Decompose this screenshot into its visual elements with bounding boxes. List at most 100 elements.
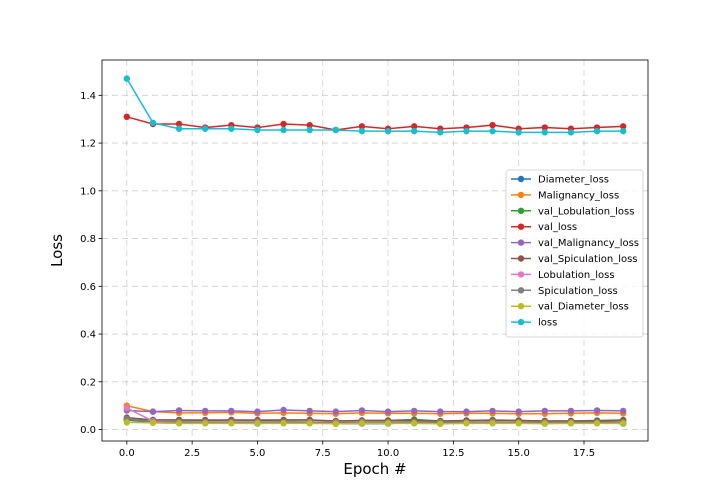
data-point bbox=[123, 404, 131, 412]
data-point bbox=[410, 407, 418, 415]
x-tick-label: 7.5 bbox=[315, 448, 331, 459]
legend-label: val_Spiculation_loss bbox=[538, 254, 638, 265]
y-tick-label: 0.0 bbox=[80, 425, 96, 436]
y-axis-ticks: 0.0 0.2 0.4 0.6 0.8 1.0 1.2 1.4 bbox=[80, 91, 102, 436]
data-point bbox=[567, 420, 575, 427]
series-line bbox=[126, 404, 624, 415]
data-point bbox=[254, 408, 261, 415]
y-tick-label: 0.6 bbox=[80, 282, 96, 293]
data-point bbox=[463, 127, 470, 135]
data-point bbox=[175, 407, 183, 414]
legend-label: loss bbox=[538, 318, 557, 329]
data-point bbox=[437, 420, 444, 428]
data-point bbox=[175, 125, 183, 132]
y-axis-label: Loss bbox=[48, 234, 66, 267]
series-val_Diameter_loss bbox=[123, 419, 627, 428]
data-point bbox=[410, 123, 418, 130]
x-tick-label: 2.5 bbox=[184, 448, 200, 459]
y-tick-label: 1.4 bbox=[80, 91, 96, 102]
data-point bbox=[280, 420, 287, 427]
data-point bbox=[201, 420, 209, 427]
series-loss bbox=[123, 75, 627, 136]
legend-label: val_Malignancy_loss bbox=[538, 238, 639, 249]
legend-entry: val_Malignancy_loss bbox=[511, 238, 639, 249]
x-axis-label: Epoch # bbox=[343, 460, 406, 478]
data-point bbox=[567, 407, 575, 415]
data-point bbox=[463, 420, 470, 427]
legend-entry: val_loss bbox=[511, 222, 577, 233]
data-point bbox=[410, 420, 418, 427]
series-line bbox=[126, 421, 624, 425]
data-point bbox=[175, 120, 183, 128]
plot-series bbox=[123, 75, 627, 428]
data-point bbox=[541, 420, 549, 427]
series-line bbox=[126, 116, 624, 131]
plot-frame bbox=[101, 59, 649, 442]
data-point bbox=[280, 120, 287, 128]
legend-entry: val_Spiculation_loss bbox=[511, 254, 638, 265]
data-point bbox=[489, 121, 496, 129]
data-point bbox=[332, 126, 340, 134]
data-point bbox=[280, 406, 287, 414]
data-point bbox=[489, 127, 496, 135]
x-tick-label: 0.0 bbox=[119, 448, 135, 459]
series-line bbox=[126, 418, 624, 424]
data-point bbox=[280, 126, 287, 134]
data-point bbox=[593, 127, 601, 135]
data-point bbox=[228, 125, 235, 132]
y-tick-label: 1.2 bbox=[80, 139, 96, 150]
x-tick-label: 12.5 bbox=[442, 448, 464, 459]
x-tick-label: 15.0 bbox=[508, 448, 530, 459]
legend-entry: val_Diameter_loss bbox=[511, 302, 629, 313]
data-point bbox=[175, 420, 183, 427]
data-point bbox=[515, 129, 522, 136]
y-tick-label: 1.0 bbox=[80, 186, 96, 197]
legend-entry: Lobulation_loss bbox=[511, 270, 615, 281]
series-line bbox=[126, 409, 624, 413]
legend-label: Spiculation_loss bbox=[538, 286, 618, 297]
data-point bbox=[123, 419, 131, 426]
data-point bbox=[358, 420, 366, 427]
data-point bbox=[463, 408, 470, 415]
legend-marker bbox=[517, 318, 525, 326]
legend-marker bbox=[517, 271, 525, 278]
legend-entry: Spiculation_loss bbox=[511, 286, 618, 297]
legend-marker bbox=[517, 239, 525, 246]
x-tick-label: 17.5 bbox=[573, 448, 595, 459]
legend-entry: loss bbox=[511, 318, 557, 329]
data-point bbox=[228, 420, 235, 427]
data-point bbox=[619, 407, 627, 415]
y-tick-label: 0.4 bbox=[80, 330, 96, 341]
data-point bbox=[489, 407, 496, 415]
data-point bbox=[201, 125, 209, 132]
data-point bbox=[515, 408, 522, 415]
data-point bbox=[306, 420, 313, 427]
data-point bbox=[384, 420, 392, 427]
data-point bbox=[332, 420, 340, 428]
data-point bbox=[332, 408, 340, 415]
series-line bbox=[126, 78, 624, 134]
y-tick-label: 0.2 bbox=[80, 377, 96, 388]
y-tick-label: 0.8 bbox=[80, 234, 96, 245]
legend-label: val_Lobulation_loss bbox=[538, 206, 634, 217]
data-point bbox=[149, 119, 157, 126]
legend-label: Diameter_loss bbox=[538, 175, 609, 186]
legend: Diameter_loss Malignancy_loss val_Lobulati… bbox=[505, 169, 644, 338]
data-point bbox=[619, 123, 627, 130]
data-point bbox=[489, 420, 496, 427]
data-point bbox=[228, 407, 235, 415]
data-point bbox=[358, 127, 366, 135]
data-point bbox=[254, 420, 261, 427]
data-point bbox=[567, 129, 575, 136]
data-point bbox=[358, 123, 366, 130]
legend-label: Lobulation_loss bbox=[538, 270, 615, 281]
data-point bbox=[541, 407, 549, 415]
legend-entry: Malignancy_loss bbox=[511, 190, 619, 201]
series-line bbox=[126, 416, 624, 422]
legend-marker bbox=[517, 175, 525, 183]
data-point bbox=[515, 420, 522, 427]
data-point bbox=[593, 407, 601, 414]
x-tick-label: 5.0 bbox=[249, 448, 265, 459]
series-val_Malignancy_loss bbox=[123, 406, 627, 415]
